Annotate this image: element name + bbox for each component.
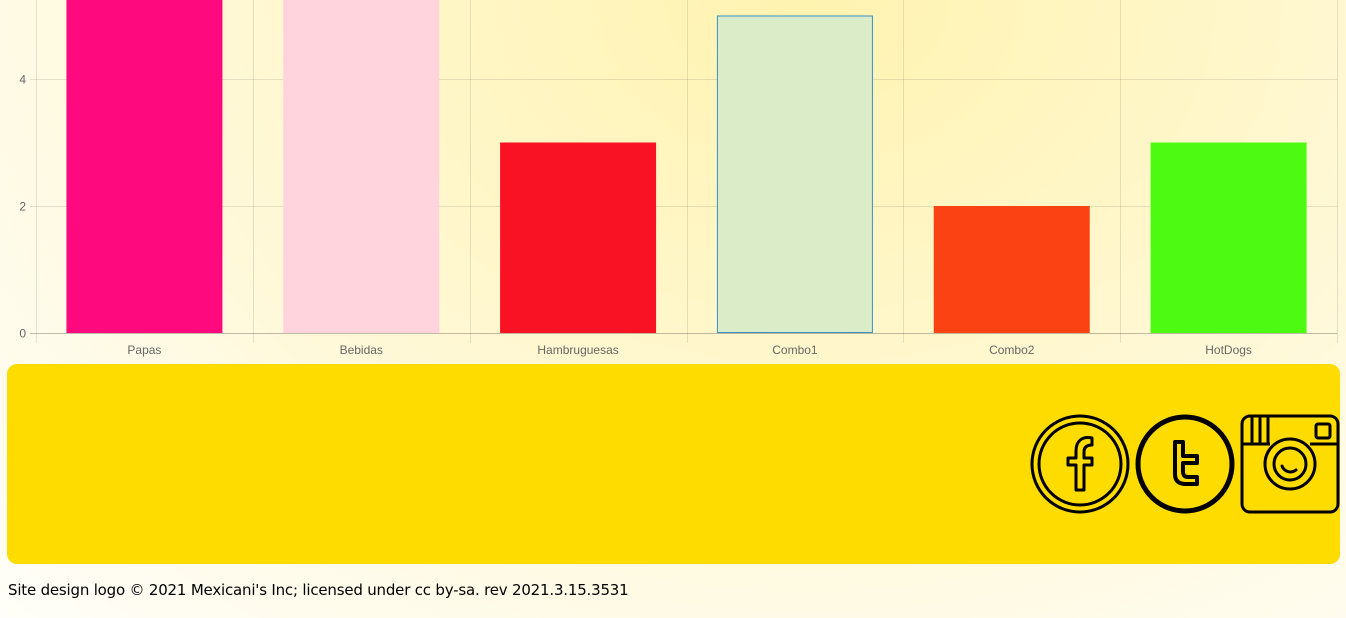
- x-tick-label: Combo1: [772, 343, 818, 357]
- instagram-icon[interactable]: [1240, 414, 1340, 514]
- facebook-icon[interactable]: [1030, 414, 1130, 514]
- x-tick-label: Papas: [127, 343, 161, 357]
- bar-hotdogs: [1150, 142, 1307, 333]
- bar-hambruguesas: [500, 142, 657, 333]
- x-tick-label: Hambruguesas: [537, 343, 618, 357]
- y-tick-label: 0: [19, 327, 26, 341]
- bar-combo2: [933, 206, 1090, 333]
- x-tick-label: Bebidas: [340, 343, 383, 357]
- twitter-icon[interactable]: [1135, 414, 1235, 514]
- sales-bar-chart: 0 2 4 Papas Bebidas Hambruguesas Combo1 Combo2 H…: [19, 0, 1338, 357]
- bar-combo1: [716, 15, 873, 333]
- y-tick-label: 4: [19, 73, 26, 87]
- x-tick-label: HotDogs: [1205, 343, 1252, 357]
- bar-papas: [66, 0, 223, 333]
- footer-panel: [7, 364, 1340, 564]
- bar-bebidas: [283, 0, 440, 333]
- chart-canvas: 0 2 4 Papas Bebidas Hambruguesas Combo1 Combo2 H…: [19, 0, 1338, 357]
- y-tick-label: 2: [19, 200, 26, 214]
- copyright-text: Site design logo © 2021 Mexicani's Inc; …: [8, 581, 629, 599]
- x-tick-label: Combo2: [989, 343, 1035, 357]
